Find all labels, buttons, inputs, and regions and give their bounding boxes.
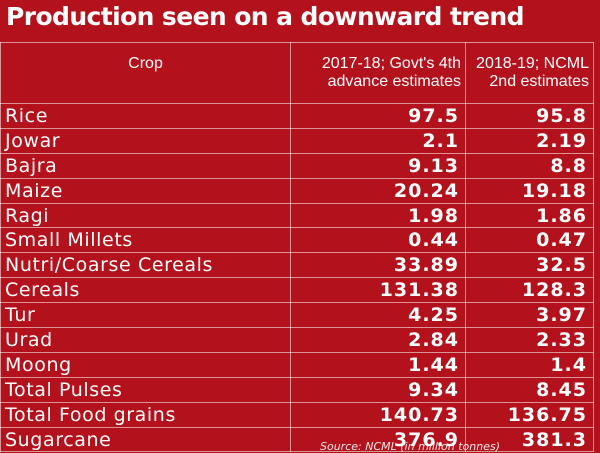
table-row: Nutri/Coarse Cereals 33.89 32.5 [0,252,594,279]
header-2018-19: 2018-19; NCML 2nd estimates [465,42,594,104]
crop-name-cell: Rice [0,103,291,129]
value-2018-19-cell: 1.86 [465,202,594,229]
table-row: Total Pulses 9.34 8.45 [0,376,594,403]
header-2017-18-line2: advance estimates [327,73,461,90]
crop-name-cell: Total Food grains [0,401,291,428]
header-crop: Crop [0,42,291,104]
table-row: Small Millets 0.44 0.47 [0,227,594,254]
table-row: Urad 2.84 2.33 [0,327,594,353]
header-2018-19-line1: 2018-19; NCML [476,55,589,72]
crop-name-cell: Ragi [0,202,291,229]
crop-name-cell: Bajra [0,152,291,179]
value-2017-18-cell: 131.38 [290,277,466,304]
value-2018-19-cell: 8.45 [465,376,594,403]
value-2018-19-cell: 32.5 [465,252,594,279]
value-2018-19-cell: 2.33 [465,327,594,353]
production-table: Crop 2017-18; Govt's 4th advance estimat… [0,42,594,453]
value-2017-18-cell: 97.5 [290,103,466,129]
crop-name-cell: Urad [0,327,291,353]
table-row: Bajra 9.13 8.8 [0,152,594,179]
table-row: Sugarcane 376.9 381.3 [0,426,594,453]
production-table-container: Crop 2017-18; Govt's 4th advance estimat… [0,42,600,453]
value-2018-19-cell: 136.75 [465,401,594,428]
value-2017-18-cell: 2.84 [290,327,466,353]
table-row: Ragi 1.98 1.86 [0,202,594,229]
crop-name-cell: Tur [0,302,291,329]
value-2018-19-cell: 2.19 [465,127,594,154]
crop-name-cell: Small Millets [0,227,291,254]
crop-name-cell: Moong [0,351,291,378]
value-2018-19-cell: 1.4 [465,351,594,378]
header-2017-18: 2017-18; Govt's 4th advance estimates [290,42,466,104]
table-row: Total Food grains 140.73 136.75 [0,401,594,428]
table-row: Tur 4.25 3.97 [0,302,594,329]
value-2017-18-cell: 2.1 [290,127,466,154]
value-2018-19-cell: 381.3 [465,426,594,453]
table-body: Rice 97.5 95.8 Jowar 2.1 2.19 Bajra 9.13 8.8 Maiz… [0,103,594,453]
table-row: Jowar 2.1 2.19 [0,127,594,154]
crop-name-cell: Maize [0,177,291,204]
value-2017-18-cell: 376.9 [290,426,466,453]
value-2017-18-cell: 1.44 [290,351,466,378]
value-2017-18-cell: 20.24 [290,177,466,204]
crop-name-cell: Total Pulses [0,376,291,403]
table-row: Maize 20.24 19.18 [0,177,594,204]
value-2018-19-cell: 128.3 [465,277,594,304]
value-2017-18-cell: 0.44 [290,227,466,254]
value-2018-19-cell: 8.8 [465,152,594,179]
crop-name-cell: Sugarcane [0,426,291,453]
crop-name-cell: Nutri/Coarse Cereals [0,252,291,279]
crop-name-cell: Cereals [0,277,291,304]
value-2018-19-cell: 3.97 [465,302,594,329]
value-2017-18-cell: 9.34 [290,376,466,403]
chart-title: Production seen on a downward trend [6,2,524,31]
value-2018-19-cell: 95.8 [465,103,594,129]
value-2018-19-cell: 0.47 [465,227,594,254]
table-row: Rice 97.5 95.8 [0,103,594,129]
crop-name-cell: Jowar [0,127,291,154]
header-2017-18-line1: 2017-18; Govt's 4th [321,55,461,72]
table-header-row: Crop 2017-18; Govt's 4th advance estimat… [0,42,594,104]
value-2017-18-cell: 33.89 [290,252,466,279]
table-row: Moong 1.44 1.4 [0,351,594,378]
value-2017-18-cell: 4.25 [290,302,466,329]
value-2017-18-cell: 140.73 [290,401,466,428]
value-2017-18-cell: 1.98 [290,202,466,229]
value-2018-19-cell: 19.18 [465,177,594,204]
table-row: Cereals 131.38 128.3 [0,277,594,304]
header-2018-19-line2: 2nd estimates [489,73,589,90]
value-2017-18-cell: 9.13 [290,152,466,179]
source-note: Source: NCML (in million tonnes) [320,440,500,453]
